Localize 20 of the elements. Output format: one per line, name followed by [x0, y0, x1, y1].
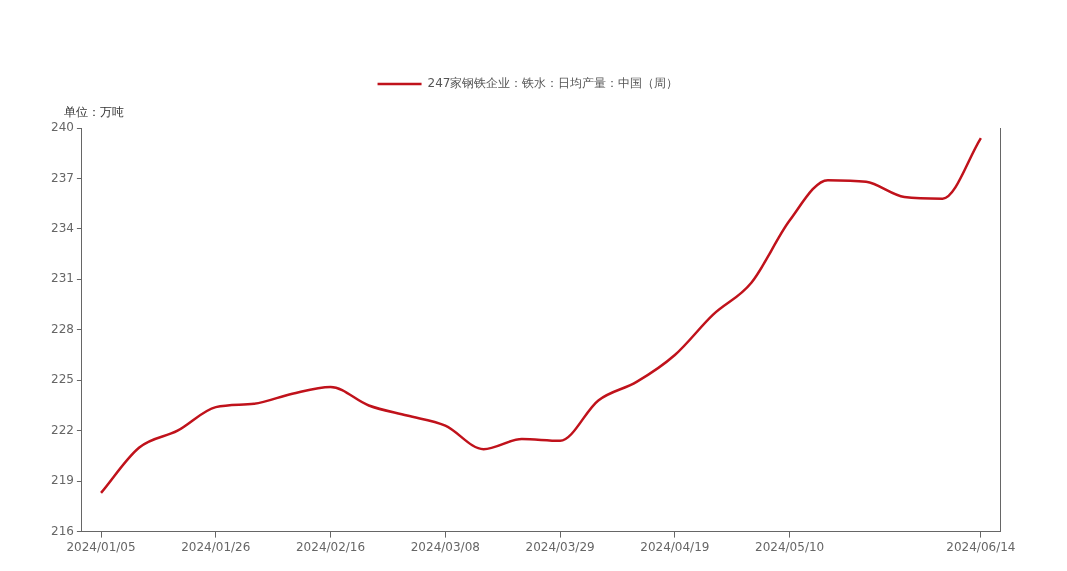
- y-tick-label: 225: [51, 372, 74, 387]
- x-tick-label: 2024/06/14: [946, 539, 1016, 554]
- y-tick-label: 237: [51, 170, 74, 185]
- x-tick-label: 2024/01/26: [181, 539, 251, 554]
- y-tick-label: 234: [51, 221, 74, 236]
- y-tick-label: 231: [51, 271, 74, 286]
- y-tick-label: 216: [51, 523, 74, 538]
- y-axis-title: 单位：万吨: [64, 104, 124, 121]
- x-tick-label: 2024/04/19: [640, 539, 710, 554]
- x-tick-label: 2024/03/29: [525, 539, 595, 554]
- legend-label: 247家钢铁企业：铁水：日均产量：中国（周）: [427, 76, 679, 91]
- line-series: [99, 136, 983, 495]
- x-tick-label: 2024/05/10: [755, 539, 825, 554]
- x-tick-label: 2024/01/05: [66, 539, 136, 554]
- y-tick-label: 240: [51, 120, 74, 135]
- x-tick-label: 2024/03/08: [410, 539, 480, 554]
- y-tick-label: 222: [51, 422, 74, 437]
- x-tick-label: 2024/02/16: [295, 539, 366, 554]
- y-tick-label: 228: [51, 321, 74, 336]
- y-tick-label: 219: [51, 473, 74, 488]
